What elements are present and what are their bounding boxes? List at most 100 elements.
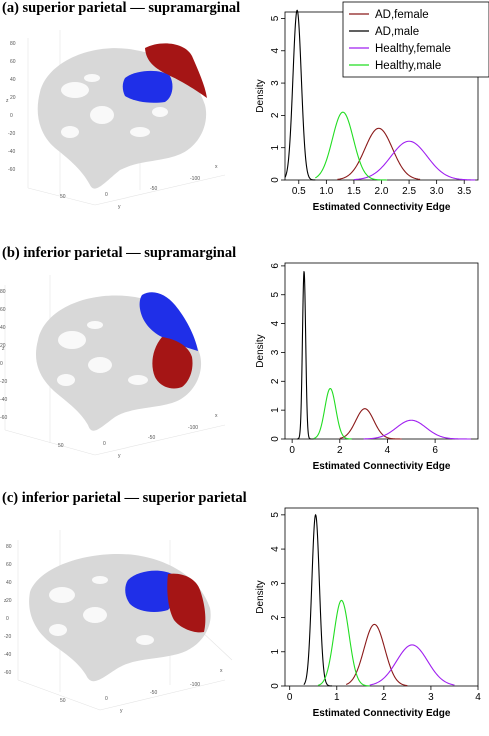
legend: AD,female AD,male Healthy,female Healthy,ma… [342,1,489,78]
density-line-healthy-male [313,387,352,440]
y-tick-label: 3 [270,349,281,355]
brain-z-tick: -60 [8,167,15,173]
x-tick-label: 3.0 [430,186,444,197]
brain-y-tick: 0 [103,441,106,447]
density-chart-a: 0.5 1.0 1.5 2.0 2.5 3.0 3.5 0 1 2 3 4 5 Estimated Con… [255,1,489,213]
y-tick-label: 0 [270,436,281,442]
brain-render-b: z y x 80 60 40 20 0 -20 -40 -60 50 0 -50… [0,275,226,459]
density-chart-b: 0 2 4 6 0 1 2 3 4 5 6 Estimated Connectivity Edge De… [255,262,479,472]
brain-x-label: x [220,668,223,674]
legend-label: AD,male [375,26,419,38]
brain-y-tick: -50 [148,435,155,441]
brain-z-tick: 60 [6,562,12,568]
brain-z-tick: 60 [0,307,6,313]
x-axis-label: Estimated Connectivity Edge [313,708,451,719]
brain-z-tick: -40 [8,149,15,155]
brain-z-tick: -40 [0,397,7,403]
y-tick-label: 2 [270,378,281,384]
x-tick-label: 3 [428,692,434,703]
panel-a: (a) superior parietal — supramarginal z … [0,0,489,245]
brain-z-tick: -60 [0,415,7,421]
x-tick-label: 1 [334,692,340,703]
plot-frame [284,507,479,687]
brain-z-tick: -20 [0,379,7,385]
x-tick-label: 2 [381,692,387,703]
brain-y-tick: -50 [150,690,157,696]
brain-render-c: z y x 80 60 40 20 0 -20 -40 -60 50 0 -50… [4,530,233,714]
brain-y-tick: 50 [60,698,66,704]
density-line-ad-male [303,513,333,687]
y-tick-label: 1 [270,407,281,413]
brain-y-label: y [118,453,121,459]
x-tick-label: 1.5 [347,186,361,197]
brain-y-tick: -100 [190,682,200,688]
brain-z-tick: -20 [8,131,15,137]
brain-z-tick: 80 [6,544,12,550]
brain-z-label: z [4,598,7,604]
y-tick-label: 4 [270,320,281,326]
panel-title: (c) inferior parietal — superior parieta… [2,490,247,506]
panel-title: (a) superior parietal — supramarginal [2,0,241,16]
y-tick-label: 3 [270,80,281,86]
brain-y-label: y [120,708,123,714]
density-line-ad-female [339,408,402,440]
plot-frame [284,262,479,440]
brain-z-tick: 20 [0,343,6,349]
x-tick-label: 2.5 [402,186,416,197]
brain-z-tick: -40 [4,652,11,658]
brain-y-tick: 50 [60,194,66,200]
panel-c: (c) inferior parietal — superior parieta… [0,490,489,735]
x-tick-label: 2.0 [375,186,389,197]
density-line-healthy-female [353,140,476,181]
y-tick-label: 5 [270,15,281,21]
brain-z-tick: 0 [10,113,13,119]
x-tick-label: 1.0 [319,186,333,197]
legend-label: AD,female [375,9,429,21]
brain-z-tick: 20 [6,598,12,604]
density-line-healthy-male [317,599,370,687]
brain-y-tick: -100 [188,425,198,431]
x-tick-label: 0 [287,692,293,703]
brain-render-a: z y x 80 60 40 20 0 -20 -40 -60 50 0 -50… [6,30,226,210]
density-line-ad-male [296,270,314,440]
x-tick-label: 3.5 [457,186,471,197]
density-line-healthy-female [369,644,455,686]
legend-label: Healthy,female [375,43,451,55]
x-axis-label: Estimated Connectivity Edge [313,202,451,213]
legend-label: Healthy,male [375,60,441,72]
x-axis-label: Estimated Connectivity Edge [313,461,451,472]
brain-y-tick: 0 [105,192,108,198]
density-line-ad-female [345,623,408,687]
y-tick-label: 5 [270,292,281,298]
brain-z-tick: 80 [0,289,6,295]
x-tick-label: 0 [289,445,295,456]
brain-z-tick: -60 [4,670,11,676]
panel-title: (b) inferior parietal — supramarginal [2,245,237,261]
brain-z-tick: 40 [6,580,12,586]
brain-z-tick: -20 [4,634,11,640]
x-tick-label: 6 [432,445,438,456]
y-tick-label: 5 [270,512,281,518]
brain-z-tick: 0 [0,361,3,367]
y-tick-label: 6 [270,263,281,269]
y-tick-label: 0 [270,683,281,689]
x-tick-label: 4 [475,692,481,703]
brain-z-tick: 40 [0,325,6,331]
brain-z-label: z [2,346,5,352]
brain-y-tick: -50 [150,186,157,192]
density-line-healthy-male [315,111,388,181]
brain-y-tick: -100 [190,176,200,182]
brain-y-tick: 50 [58,443,64,449]
density-line-healthy-female [363,419,471,440]
y-tick-label: 4 [270,546,281,552]
y-tick-label: 0 [270,177,281,183]
density-line-ad-male [284,9,316,181]
y-tick-label: 2 [270,614,281,620]
brain-z-tick: 40 [10,77,16,83]
y-tick-label: 4 [270,48,281,54]
panel-b: (b) inferior parietal — supramarginal z … [0,245,489,490]
density-line-ad-female [337,127,421,180]
brain-z-tick: 0 [6,616,9,622]
y-axis-label: Density [255,580,266,613]
x-tick-label: 0.5 [292,186,306,197]
